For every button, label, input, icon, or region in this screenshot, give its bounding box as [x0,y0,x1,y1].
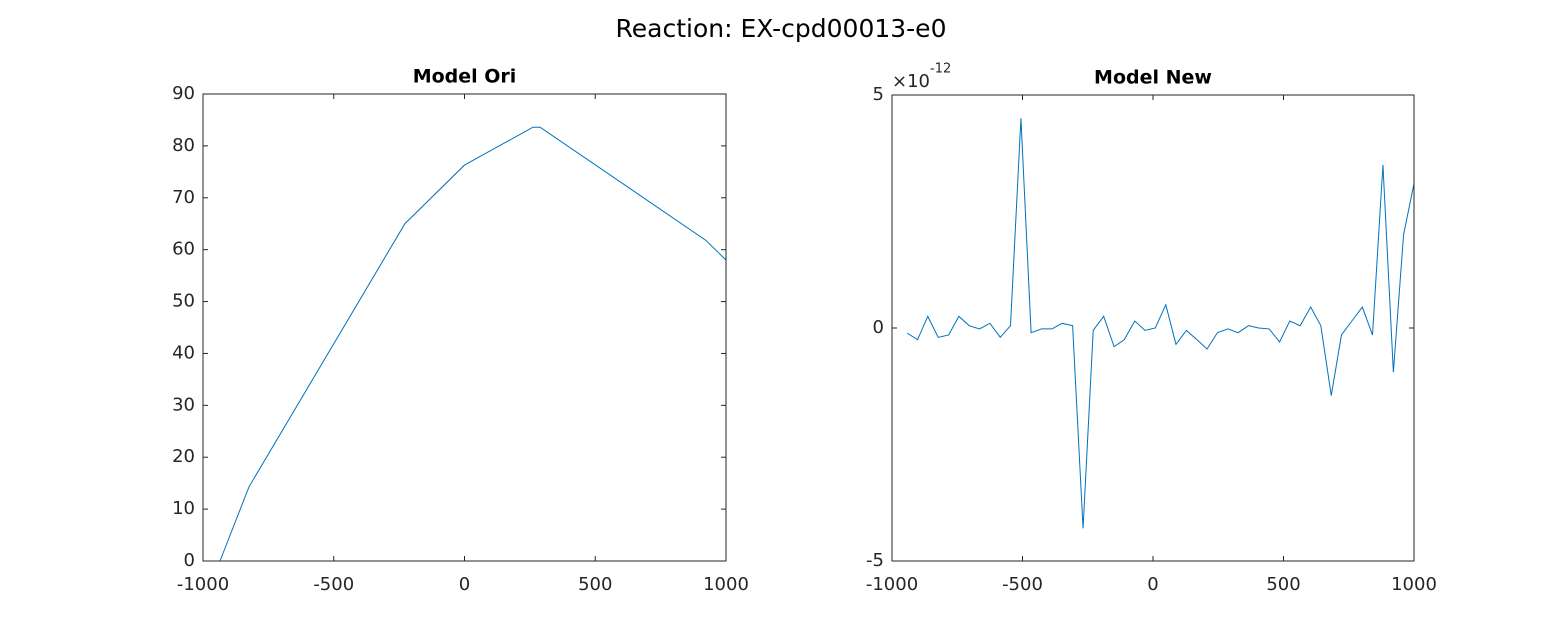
y-tick-label: 80 [172,135,195,156]
y-tick-label: 90 [172,83,195,104]
y-exponent-power: -12 [930,62,951,77]
x-tick-label: -500 [1002,574,1043,595]
x-tick-label: -500 [313,574,354,595]
y-tick-label: 40 [172,342,195,363]
x-tick-label: 1000 [703,574,749,595]
x-tick-label: 0 [1147,574,1158,595]
y-tick-label: 10 [172,498,195,519]
y-tick-label: -5 [866,550,884,571]
data-line [906,118,1415,529]
y-tick-label: 5 [873,84,884,105]
x-tick-label: 1000 [1391,574,1437,595]
y-tick-label: 20 [172,446,195,467]
x-tick-label: 500 [1266,574,1300,595]
axes-title: Model New [1094,67,1212,89]
x-tick-label: -1000 [177,574,229,595]
y-tick-label: 70 [172,187,195,208]
figure-title: Reaction: EX-cpd00013-e0 [616,14,947,43]
plot-area [203,94,726,561]
x-tick-label: 500 [578,574,612,595]
x-tick-label: 0 [459,574,470,595]
y-exponent-base: ×10 [892,71,930,92]
plot-area [892,95,1414,561]
axes-title: Model Ori [413,66,517,88]
y-tick-label: 60 [172,239,195,260]
x-tick-label: -1000 [866,574,918,595]
y-tick-label: 0 [873,317,884,338]
y-tick-label: 0 [184,550,195,571]
data-line [219,126,727,562]
y-tick-label: 50 [172,291,195,312]
y-tick-label: 30 [172,394,195,415]
